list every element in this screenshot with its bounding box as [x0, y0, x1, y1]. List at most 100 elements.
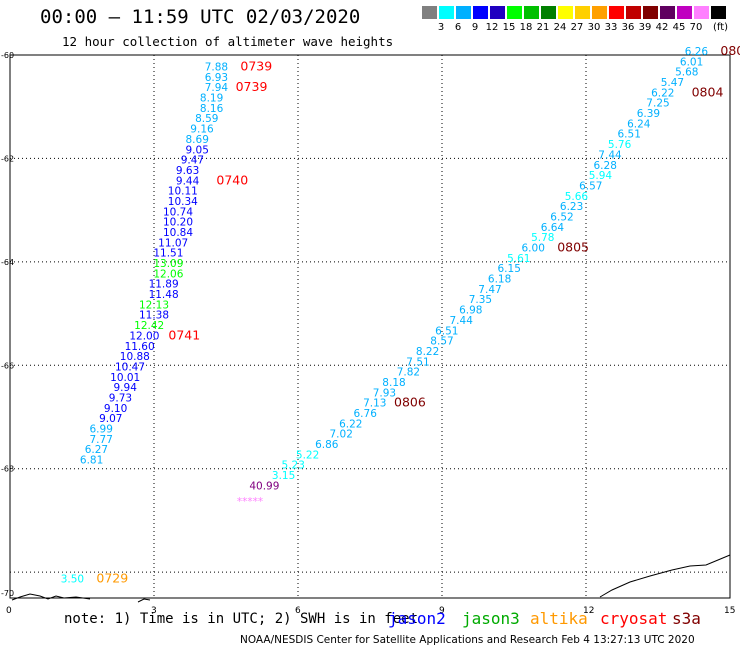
coastline-fragment [137, 598, 151, 603]
legend-label: 33 [604, 22, 618, 33]
plot-frame [9, 54, 731, 599]
wave-height-label: 5.76 [608, 139, 632, 151]
wave-height-label: 8.57 [430, 336, 453, 348]
coastline-east [599, 554, 731, 598]
legend-label: 45 [672, 22, 686, 33]
wave-height-label: 10.74 [163, 206, 193, 218]
legend-swatch [643, 6, 658, 19]
wave-height-label: 10.20 [163, 217, 193, 229]
wave-height-label: 7.44 [450, 315, 474, 327]
satellite-label-altika: altika [530, 609, 588, 628]
legend-label: 42 [655, 22, 669, 33]
wave-height-label: 11.51 [153, 248, 183, 260]
wave-height-label: 6.51 [435, 325, 458, 337]
legend-swatch [592, 6, 607, 19]
wave-height-label: 5.23 [282, 460, 305, 472]
footnote: note: 1) Time is in UTC; 2) SWH is in fe… [64, 611, 419, 627]
wave-height-label: 6.98 [459, 305, 482, 317]
wave-height-label: 9.44 [176, 175, 200, 187]
wave-height-label: 8.59 [195, 113, 218, 125]
wave-height-label: 5.61 [507, 253, 530, 265]
wave-height-label: 6.57 [579, 180, 602, 192]
legend-label: 6 [454, 22, 462, 33]
credit-line: NOAA/NESDIS Center for Satellite Applica… [240, 634, 695, 646]
legend-swatch [626, 6, 641, 19]
wave-height-label: 7.44 [598, 149, 622, 161]
wave-height-label: 13.09 [153, 258, 183, 270]
wave-height-label: 5.22 [296, 449, 319, 461]
time-label: 0729 [96, 570, 128, 585]
y-tick-label: -70 [1, 589, 14, 598]
wave-height-label: 7.93 [373, 387, 396, 399]
time-label: 080 [720, 43, 740, 58]
wave-height-label: 8.69 [186, 134, 209, 146]
wave-height-label: 9.73 [109, 392, 132, 404]
wave-height-label: 10.01 [110, 372, 140, 384]
x-tick-label: 15 [724, 606, 735, 616]
wave-height-label: 11.48 [149, 289, 179, 301]
wave-height-label: 6.52 [550, 211, 573, 223]
wave-height-label: 6.28 [594, 160, 617, 172]
legend-swatch [473, 6, 488, 19]
wave-height-label: 10.11 [168, 186, 198, 198]
wave-height-label: 6.22 [339, 418, 362, 430]
legend-swatch [711, 6, 726, 19]
legend-swatch [575, 6, 590, 19]
time-label: 0804 [692, 84, 724, 99]
wave-height-label: 10.84 [163, 227, 193, 239]
wave-height-label: 6.22 [651, 87, 674, 99]
wave-height-label: 5.66 [565, 191, 589, 203]
legend-label: 18 [519, 22, 533, 33]
wave-height-label: 5.68 [675, 67, 698, 79]
time-label: 0806 [394, 395, 426, 410]
legend-swatch [439, 6, 454, 19]
legend-swatch [677, 6, 692, 19]
wave-height-label: 7.94 [205, 82, 229, 94]
time-label: 0739 [240, 59, 272, 74]
wave-height-label: 6.23 [560, 201, 583, 213]
wave-height-label: 6.39 [637, 108, 660, 120]
y-tick-label: -66 [1, 361, 14, 370]
satellite-label-jason3: jason3 [462, 609, 520, 628]
wave-height-label: 6.93 [205, 72, 228, 84]
wave-height-label: 7.77 [90, 434, 113, 446]
wave-height-label: 10.47 [115, 361, 145, 373]
legend-swatch [524, 6, 539, 19]
wave-height-label: 6.24 [627, 118, 651, 130]
legend-label: 30 [587, 22, 601, 33]
wave-height-label: 40.99 [249, 480, 279, 492]
y-tick-label: -64 [1, 258, 14, 267]
wave-height-label: 12.06 [153, 268, 183, 280]
wave-height-label: 7.82 [397, 367, 420, 379]
x-tick-label: 9 [439, 606, 445, 616]
wave-height-label: ***** [237, 496, 263, 508]
wave-height-label: 6.81 [80, 455, 103, 467]
page-title: 00:00 – 11:59 UTC 02/03/2020 [40, 6, 361, 28]
legend-swatch [609, 6, 624, 19]
satellite-label-jason2: jason2 [388, 609, 446, 628]
wave-height-label: 9.10 [104, 403, 127, 415]
wave-height-label: 9.47 [181, 155, 204, 167]
y-tick-label: -68 [1, 465, 14, 474]
time-label: 0739 [236, 79, 268, 94]
wave-height-label: 12.13 [139, 299, 169, 311]
wave-height-label: 6.01 [680, 56, 703, 68]
wave-height-label: 9.05 [186, 144, 209, 156]
legend-label: 27 [570, 22, 584, 33]
wave-height-label: 3.15 [272, 470, 295, 482]
wave-height-label: 8.19 [200, 93, 223, 105]
wave-height-label: 8.22 [416, 346, 439, 358]
x-tick-label: 6 [295, 606, 301, 616]
time-label: 0805 [557, 240, 589, 255]
wave-height-label: 7.35 [469, 294, 492, 306]
wave-height-label: 7.02 [330, 429, 353, 441]
wave-height-label: 6.00 [522, 243, 545, 255]
y-tick-label: -60 [1, 51, 14, 60]
wave-height-label: 3.50 [61, 573, 84, 585]
wave-height-label: 12.00 [129, 330, 159, 342]
wave-height-label: 6.18 [488, 274, 511, 286]
wave-height-label: 9.07 [99, 413, 122, 425]
wave-height-label: 6.51 [618, 129, 641, 141]
